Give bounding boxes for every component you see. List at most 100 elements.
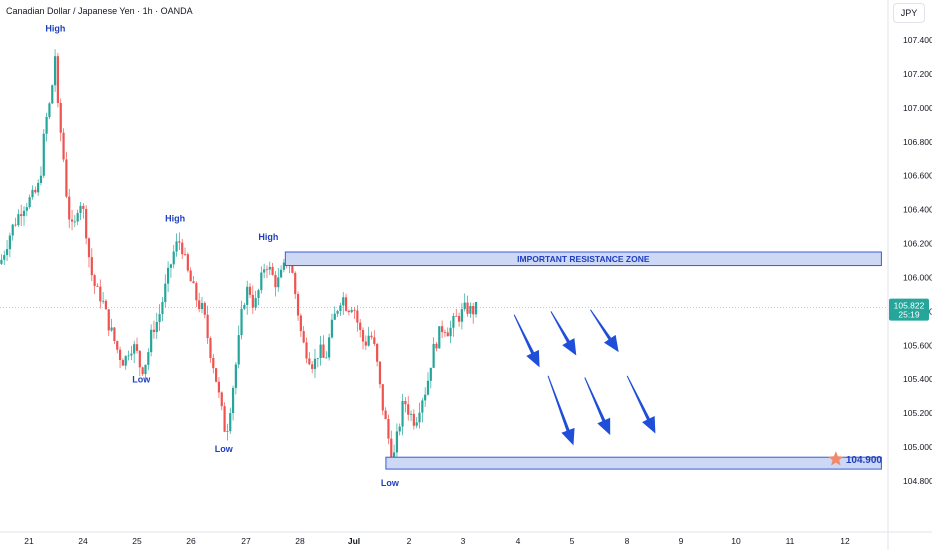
candle-body bbox=[90, 257, 93, 276]
candle-body bbox=[429, 367, 432, 381]
y-tick-label: 106.800 bbox=[903, 137, 932, 147]
y-tick-label: 106.600 bbox=[903, 171, 932, 181]
candle-body bbox=[243, 304, 246, 309]
candle-body bbox=[344, 297, 348, 311]
candle-body bbox=[330, 319, 334, 338]
candle-body bbox=[169, 264, 173, 268]
support-zone[interactable] bbox=[385, 456, 882, 470]
candle-body bbox=[316, 357, 319, 359]
candle-body bbox=[387, 419, 390, 439]
candle-body bbox=[206, 314, 209, 339]
down-arrow-1[interactable] bbox=[513, 314, 540, 368]
candle-body bbox=[155, 321, 158, 332]
candle-body bbox=[395, 431, 399, 453]
candle-body bbox=[438, 326, 441, 349]
candle-body bbox=[268, 266, 271, 270]
candle-body bbox=[251, 294, 254, 308]
candle-body bbox=[68, 196, 71, 220]
currency-button[interactable]: JPY bbox=[893, 3, 925, 23]
candle-body bbox=[446, 332, 449, 337]
candle-body bbox=[215, 368, 218, 382]
resistance-zone[interactable] bbox=[284, 251, 882, 267]
candle-body bbox=[322, 344, 325, 358]
down-arrow-2[interactable] bbox=[550, 311, 577, 356]
candle-body bbox=[265, 269, 269, 271]
candle-body bbox=[308, 358, 311, 365]
candle-body bbox=[96, 285, 99, 287]
candle-body bbox=[333, 313, 336, 320]
x-tick-label: 21 bbox=[24, 536, 34, 546]
candle-body bbox=[246, 286, 249, 305]
resistance-zone-label: IMPORTANT RESISTANCE ZONE bbox=[517, 254, 650, 264]
candle-body bbox=[56, 56, 60, 103]
candle-body bbox=[209, 338, 212, 358]
candle-body bbox=[248, 286, 252, 295]
candle-body bbox=[59, 102, 62, 133]
candle-body bbox=[104, 300, 108, 310]
candle-body bbox=[217, 381, 221, 393]
down-arrow-6[interactable] bbox=[626, 375, 656, 434]
candle-body bbox=[5, 249, 9, 256]
candle-body bbox=[424, 394, 427, 401]
target-level-label: 104.900 bbox=[846, 455, 883, 466]
candle-body bbox=[229, 413, 232, 432]
candle-body bbox=[51, 85, 54, 104]
candle-body bbox=[107, 309, 110, 331]
down-arrow-5[interactable] bbox=[584, 377, 611, 436]
y-tick-label: 107.200 bbox=[903, 69, 932, 79]
candle-body bbox=[325, 357, 328, 359]
candle-body bbox=[407, 404, 410, 415]
candle-body bbox=[311, 364, 314, 369]
candle-body bbox=[166, 267, 170, 284]
candle-body bbox=[85, 208, 88, 239]
candle-body bbox=[370, 335, 373, 338]
candle-body bbox=[195, 283, 198, 301]
candle-body bbox=[48, 103, 51, 117]
x-tick-label: 28 bbox=[295, 536, 305, 546]
candle-body bbox=[17, 214, 20, 226]
candle-body bbox=[328, 337, 331, 358]
high-label: High bbox=[165, 213, 185, 223]
candle-body bbox=[457, 316, 461, 322]
candle-body bbox=[150, 329, 153, 353]
candle-body bbox=[412, 413, 415, 426]
candle-body bbox=[172, 251, 175, 265]
candle-body bbox=[121, 359, 124, 366]
candle-body bbox=[339, 305, 342, 312]
candle-body bbox=[192, 281, 195, 284]
candle-body bbox=[401, 400, 404, 427]
bar-countdown: 25:19 bbox=[898, 310, 920, 320]
candle-body bbox=[260, 272, 263, 291]
candle-body bbox=[152, 329, 156, 332]
x-tick-label: 5 bbox=[570, 536, 575, 546]
candle-body bbox=[305, 342, 308, 359]
x-tick-label: 26 bbox=[186, 536, 196, 546]
candle-body bbox=[42, 133, 45, 176]
down-arrow-4[interactable] bbox=[547, 375, 575, 446]
y-tick-label: 105.400 bbox=[903, 374, 932, 384]
target-star-icon bbox=[828, 451, 844, 466]
candle-body bbox=[294, 272, 297, 295]
y-tick-label: 106.200 bbox=[903, 239, 932, 249]
candle-body bbox=[65, 159, 68, 197]
candle-body bbox=[62, 132, 65, 160]
current-price-value: 105.822 bbox=[894, 301, 925, 311]
candle-body bbox=[231, 387, 235, 414]
candle-body bbox=[404, 400, 407, 405]
candle-body bbox=[296, 294, 300, 316]
candle-body bbox=[178, 241, 181, 243]
low-label: Low bbox=[132, 375, 151, 385]
x-tick-label: 11 bbox=[786, 536, 795, 546]
candle-body bbox=[390, 438, 393, 463]
x-tick-label: 3 bbox=[461, 536, 466, 546]
down-arrow-3[interactable] bbox=[590, 309, 619, 353]
candle-body bbox=[469, 305, 472, 314]
candle-body bbox=[435, 343, 438, 349]
candle-body bbox=[342, 297, 345, 306]
candle-body bbox=[291, 264, 294, 273]
candle-body bbox=[147, 352, 150, 365]
x-tick-label: 27 bbox=[241, 536, 251, 546]
candle-body bbox=[279, 269, 283, 278]
candles bbox=[0, 49, 478, 468]
